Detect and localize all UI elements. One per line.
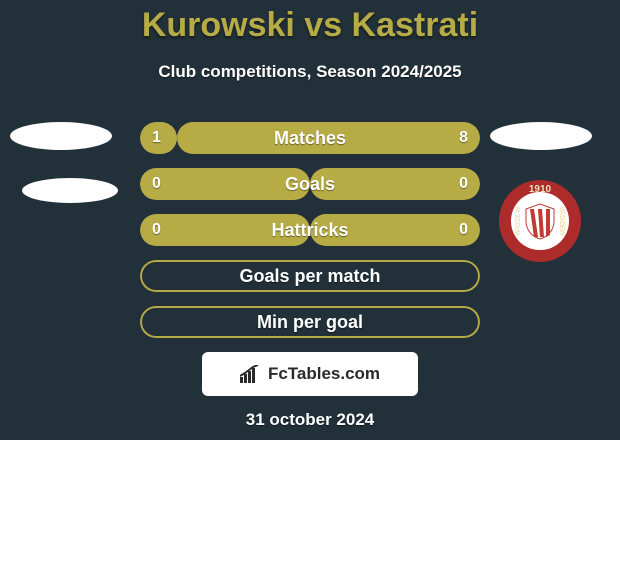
bar-outline xyxy=(140,260,480,292)
footer-badge-text: FcTables.com xyxy=(268,364,380,384)
bar-fill-left xyxy=(140,122,177,154)
crest-text-right: WIDZEW xyxy=(558,206,565,235)
crest-text-left: WIDZEW xyxy=(515,206,522,235)
page-title: Kurowski vs Kastrati xyxy=(0,6,620,45)
footer-badge: FcTables.com xyxy=(202,352,418,396)
player-right-crest: 1910 WIDZEW WIDZEW xyxy=(499,180,581,262)
crest-outer: 1910 WIDZEW WIDZEW xyxy=(499,180,581,262)
bar-fill-right xyxy=(177,122,480,154)
subtitle: Club competitions, Season 2024/2025 xyxy=(0,62,620,82)
bar-fill-left xyxy=(140,168,310,200)
player-left-avatar xyxy=(10,122,112,150)
footer-date: 31 october 2024 xyxy=(0,410,620,430)
stat-row: Matches18 xyxy=(140,122,480,154)
bar-outline xyxy=(140,306,480,338)
crest-shield-icon xyxy=(520,201,560,241)
stat-bars: Matches18 Goals00 Hattricks00 Goals per mat… xyxy=(140,122,480,352)
bar-label: Min per goal xyxy=(140,306,480,338)
bar-fill-right xyxy=(310,168,480,200)
bar-label: Goals per match xyxy=(140,260,480,292)
stat-row: Goals00 xyxy=(140,168,480,200)
bar-fill-left xyxy=(140,214,310,246)
stat-row: Min per goal xyxy=(140,306,480,338)
crest-year: 1910 xyxy=(499,184,581,195)
player-right-avatar xyxy=(490,122,592,150)
stat-row: Hattricks00 xyxy=(140,214,480,246)
bar-fill-right xyxy=(310,214,480,246)
stat-row: Goals per match xyxy=(140,260,480,292)
player-left-team xyxy=(22,178,118,203)
bar-chart-icon xyxy=(240,365,262,383)
